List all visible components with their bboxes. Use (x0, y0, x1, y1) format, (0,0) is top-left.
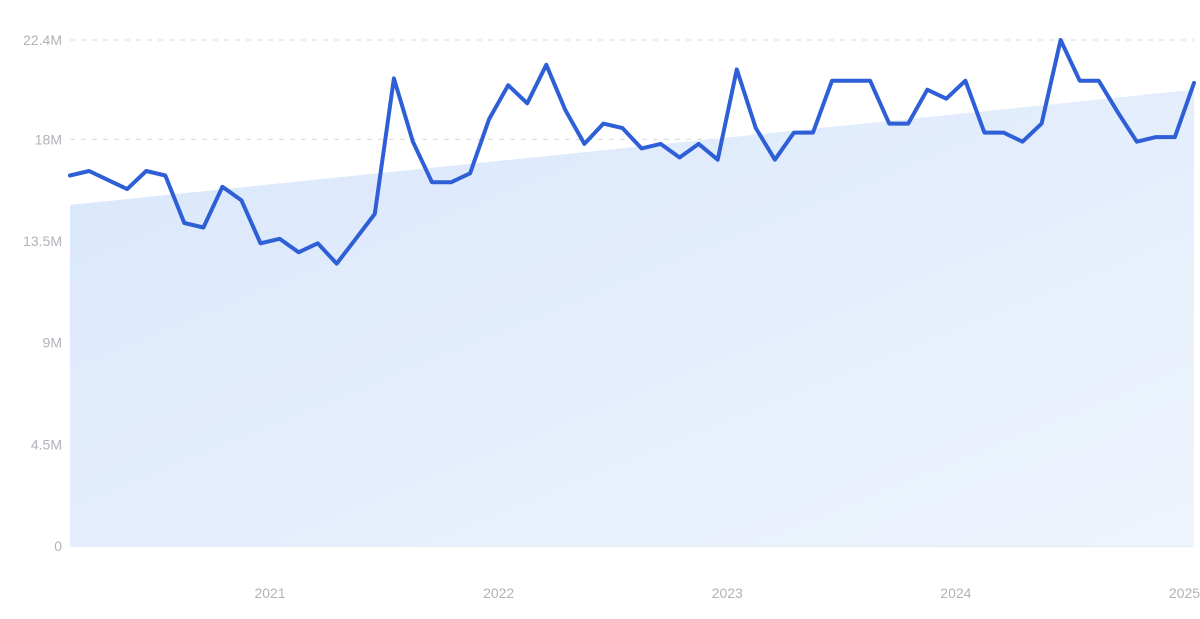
y-tick-label: 22.4M (23, 32, 62, 48)
data-point (582, 142, 586, 146)
data-point (335, 262, 339, 266)
x-axis: 2021 2022 2023 2024 2025 (254, 585, 1200, 601)
data-point (963, 79, 967, 83)
data-point (1097, 79, 1101, 83)
data-point (1173, 135, 1177, 139)
data-point (792, 131, 796, 135)
data-point (506, 83, 510, 87)
y-tick-label: 13.5M (23, 233, 62, 249)
y-axis: 0 4.5M 9M 13.5M 18M 22.4M (23, 32, 62, 554)
y-tick-label: 0 (54, 538, 62, 554)
data-point (754, 126, 758, 130)
data-point (1059, 38, 1063, 42)
data-point (925, 88, 929, 92)
x-tick-label: 2023 (712, 585, 743, 601)
data-point (163, 174, 167, 178)
x-tick-label: 2024 (940, 585, 971, 601)
data-point (678, 156, 682, 160)
data-point (563, 108, 567, 112)
data-point (449, 180, 453, 184)
data-point (1116, 110, 1120, 114)
data-point (468, 171, 472, 175)
y-tick-label: 9M (43, 335, 62, 351)
data-point (316, 241, 320, 245)
data-point (640, 146, 644, 150)
data-point (259, 241, 263, 245)
data-point (659, 142, 663, 146)
y-tick-label: 4.5M (31, 436, 62, 452)
data-point (621, 126, 625, 130)
data-point (1078, 79, 1082, 83)
data-point (144, 169, 148, 173)
data-point (68, 174, 72, 178)
data-point (811, 131, 815, 135)
x-tick-label: 2021 (254, 585, 285, 601)
data-point (1192, 81, 1196, 85)
trend-area (70, 89, 1194, 547)
data-point (106, 178, 110, 182)
data-point (240, 198, 244, 202)
data-point (544, 63, 548, 67)
data-point (392, 76, 396, 80)
data-point (944, 97, 948, 101)
data-point (125, 187, 129, 191)
data-point (430, 180, 434, 184)
data-point (1135, 140, 1139, 144)
data-point (1154, 135, 1158, 139)
series-group (68, 38, 1196, 266)
data-point (411, 140, 415, 144)
data-point (87, 169, 91, 173)
data-point (1002, 131, 1006, 135)
data-point (354, 237, 358, 241)
data-point (849, 79, 853, 83)
x-tick-label: 2025 (1169, 585, 1200, 601)
data-point (906, 122, 910, 126)
data-point (182, 221, 186, 225)
series-line (68, 38, 1196, 266)
data-point (373, 212, 377, 216)
data-point (1040, 122, 1044, 126)
trend-area-fill (70, 89, 1194, 547)
data-point (278, 237, 282, 241)
data-point (735, 67, 739, 71)
y-tick-label: 18M (35, 131, 62, 147)
x-tick-label: 2022 (483, 585, 514, 601)
data-point (830, 79, 834, 83)
data-point (887, 122, 891, 126)
data-point (220, 185, 224, 189)
data-point (982, 131, 986, 135)
data-point (716, 158, 720, 162)
data-point (697, 142, 701, 146)
data-point (525, 101, 529, 105)
data-point (1021, 140, 1025, 144)
data-point (201, 226, 205, 230)
data-point (297, 250, 301, 254)
data-point (601, 122, 605, 126)
data-point (487, 117, 491, 121)
data-point (868, 79, 872, 83)
data-point (773, 158, 777, 162)
